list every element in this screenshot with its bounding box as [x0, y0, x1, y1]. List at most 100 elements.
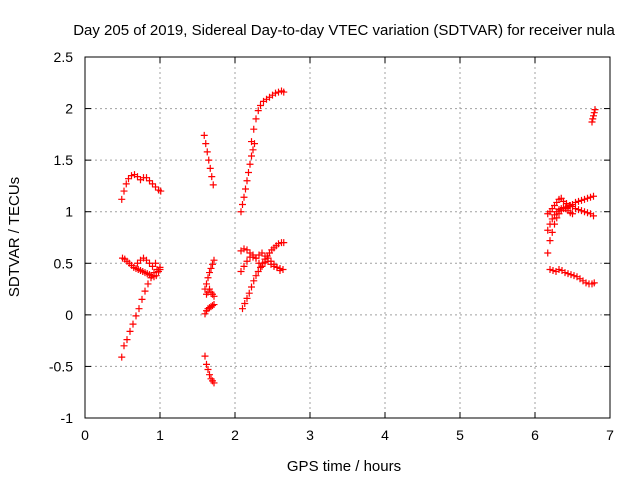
data-point-marker	[200, 131, 208, 139]
data-point-marker	[590, 212, 597, 220]
data-point-marker	[575, 197, 582, 205]
data-point-marker	[209, 181, 217, 189]
data-point-marker	[273, 263, 281, 271]
data-point-marker	[561, 269, 569, 277]
data-point-marker	[210, 301, 218, 309]
y-tick-label: 1	[65, 204, 73, 220]
data-point-marker	[252, 115, 260, 123]
y-axis-label: SDTVAR / TECUs	[6, 177, 23, 297]
data-point-marker	[546, 265, 554, 273]
data-point-marker	[279, 265, 287, 273]
data-point-marker	[143, 174, 150, 182]
data-point-marker	[201, 310, 209, 318]
data-point-marker	[589, 115, 597, 123]
data-point-marker	[590, 192, 597, 200]
satellite-arc	[201, 352, 218, 387]
data-point-marker	[587, 193, 594, 201]
data-point-marker	[207, 264, 215, 272]
data-point-marker	[243, 257, 251, 265]
data-point-marker	[141, 287, 149, 295]
data-point-marker	[123, 336, 131, 344]
x-tick-label: 2	[231, 427, 239, 443]
data-point-marker	[120, 187, 128, 195]
data-point-marker	[254, 268, 262, 276]
x-axis-ticks: 0 1 2 3 4 5 6 7	[81, 57, 614, 443]
satellite-arc	[134, 254, 159, 270]
data-point-marker	[590, 109, 598, 117]
data-point-marker	[567, 271, 575, 279]
data-point-marker	[149, 262, 156, 270]
satellite-arc	[588, 106, 599, 126]
data-point-marker	[581, 208, 588, 216]
data-point-marker	[270, 260, 278, 268]
data-point-marker	[134, 259, 141, 267]
data-point-marker	[544, 226, 552, 234]
data-point-marker	[132, 312, 140, 320]
data-point-marker	[204, 274, 212, 282]
data-point-marker	[280, 239, 288, 247]
data-point-marker	[572, 205, 579, 213]
data-point-marker	[125, 175, 132, 183]
plot-border	[84, 56, 611, 419]
x-tick-label: 7	[606, 427, 614, 443]
data-point-marker	[548, 215, 556, 223]
data-point-marker	[126, 327, 134, 335]
data-point-marker	[209, 302, 216, 310]
data-point-marker	[572, 198, 579, 206]
data-point-marker	[575, 206, 582, 214]
data-point-marker	[582, 279, 590, 287]
data-point-marker	[248, 152, 255, 160]
data-point-marker	[264, 254, 272, 262]
data-point-marker	[144, 280, 152, 288]
data-point-marker	[149, 180, 156, 188]
data-point-marker	[555, 265, 563, 273]
satellite-arc	[544, 204, 576, 234]
data-point-marker	[157, 187, 165, 195]
data-point-marker	[242, 185, 249, 193]
data-point-marker	[241, 300, 249, 308]
data-point-marker	[118, 195, 126, 203]
data-point-marker	[237, 268, 245, 276]
satellite-arc	[118, 263, 164, 361]
data-point-marker	[546, 220, 554, 228]
data-point-marker	[206, 371, 213, 379]
data-point-marker	[257, 263, 264, 271]
data-point-marker	[257, 101, 264, 109]
data-point-marker	[239, 305, 246, 313]
data-point-marker	[201, 352, 209, 360]
data-point-marker	[248, 283, 255, 291]
data-point-marker	[204, 366, 212, 374]
data-point-marker	[210, 292, 218, 300]
data-point-marker	[581, 195, 588, 203]
data-point-marker	[276, 267, 284, 275]
data-point-marker	[590, 279, 598, 287]
x-tick-label: 3	[306, 427, 314, 443]
data-point-marker	[548, 228, 556, 236]
data-point-marker	[255, 259, 263, 267]
data-point-marker	[584, 209, 591, 217]
plot-area	[85, 57, 610, 418]
data-point-marker	[578, 196, 585, 204]
data-point-marker	[240, 193, 248, 201]
data-point-marker	[146, 259, 153, 267]
data-point-marker	[152, 183, 159, 191]
data-point-marker	[120, 342, 128, 350]
satellite-arc	[203, 285, 218, 300]
satellite-arc	[237, 251, 284, 276]
data-point-marker	[544, 249, 552, 257]
data-point-marker	[569, 210, 576, 218]
data-point-marker	[203, 360, 210, 368]
x-tick-label: 5	[456, 427, 464, 443]
y-tick-label: 0.5	[54, 255, 74, 271]
y-tick-label: 1.5	[54, 152, 74, 168]
y-tick-label: 2	[65, 101, 73, 117]
satellite-arc	[201, 301, 218, 318]
data-point-marker	[240, 245, 248, 253]
data-point-marker	[564, 270, 572, 278]
data-point-marker	[122, 180, 130, 188]
data-point-marker	[275, 240, 282, 248]
data-point-marker	[245, 169, 252, 177]
satellite-arc	[546, 265, 598, 288]
data-point-marker	[252, 254, 260, 262]
y-tick-label: 0	[65, 307, 73, 323]
